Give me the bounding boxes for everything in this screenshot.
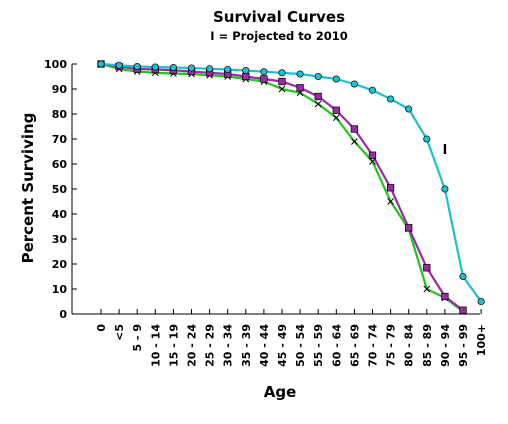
data-point-square — [386, 184, 395, 192]
data-point-circle — [387, 95, 395, 103]
x-tick-label: 0 — [95, 324, 108, 332]
x-tick-label: 85 - 89 — [421, 324, 434, 367]
plot-area: 0 10 20 30 40 50 60 70 80 90 100 0 <5 5 - 9 10 - 14 15 … — [44, 58, 488, 367]
y-tick-label: 40 — [52, 208, 68, 221]
x-tick-label: 5 - 9 — [131, 324, 144, 352]
data-point-x — [423, 285, 431, 293]
x-tick-label: 70 - 74 — [367, 324, 380, 367]
series-line-0 — [100, 62, 482, 303]
y-tick-label: 100 — [44, 58, 67, 71]
data-point-circle — [332, 75, 340, 83]
x-tick-label: 15 - 19 — [167, 324, 180, 367]
data-point-circle — [206, 65, 214, 73]
series-line-2 — [100, 62, 464, 313]
data-point-square — [260, 75, 268, 83]
data-point-circle — [405, 105, 413, 113]
y-tick-label: 70 — [52, 133, 68, 146]
data-point-x — [314, 100, 322, 108]
data-point-circle — [459, 272, 467, 281]
y-axis-label: Percent Surviving — [19, 113, 37, 264]
data-point-square — [350, 125, 359, 133]
chart-subtitle: I = Projected to 2010 — [210, 29, 347, 43]
data-point-circle — [350, 80, 358, 88]
data-point-circle — [423, 135, 431, 143]
x-axis-label: Age — [264, 383, 297, 401]
data-point-square — [405, 224, 413, 232]
x-tick-label: 100+ — [475, 324, 488, 356]
x-tick-label: 65 - 69 — [348, 324, 361, 367]
data-point-square — [296, 84, 304, 92]
data-point-x — [278, 85, 286, 93]
data-point-circle — [278, 69, 286, 77]
data-point-circle — [260, 68, 268, 76]
data-point-square — [242, 72, 250, 81]
data-point-x — [369, 158, 376, 165]
x-tick-label: 10 - 14 — [149, 324, 162, 367]
x-tick-label: 50 - 54 — [294, 324, 307, 367]
data-point-circle — [151, 63, 159, 71]
x-tick-label: 45 - 49 — [276, 324, 289, 367]
x-tick-label: 20 - 24 — [186, 324, 199, 367]
data-point-square — [441, 292, 449, 301]
x-tick-label: 95 - 99 — [457, 324, 470, 367]
x-tick-label: 60 - 64 — [330, 324, 343, 367]
y-tick-label: 30 — [52, 233, 68, 246]
y-tick-label: 90 — [52, 83, 68, 96]
data-point-circle — [368, 86, 377, 94]
data-point-circle — [224, 65, 232, 74]
data-point-x — [351, 138, 358, 145]
data-point-circle — [477, 297, 485, 306]
y-tick-label: 50 — [52, 183, 68, 196]
x-tick-label: <5 — [113, 324, 126, 341]
data-point-x — [387, 198, 394, 205]
chart-title: Survival Curves — [213, 8, 345, 26]
y-tick-label: 60 — [52, 158, 68, 171]
data-point-square — [332, 106, 340, 114]
x-tick-label: 90 - 94 — [439, 324, 452, 367]
data-point-circle — [314, 72, 322, 81]
data-point-circle — [133, 62, 141, 71]
data-point-circle — [169, 63, 177, 72]
x-tick-label: 30 - 34 — [222, 324, 235, 367]
x-tick-label: 75 - 79 — [385, 324, 398, 367]
y-tick-label: 10 — [52, 283, 68, 296]
data-point-circle — [441, 185, 449, 193]
y-tick-label: 20 — [52, 258, 68, 271]
x-tick-label: 55 - 59 — [312, 324, 325, 367]
data-point-circle — [115, 61, 123, 69]
data-point-circle — [296, 70, 304, 78]
data-point-square — [423, 264, 431, 272]
x-tick-label: 80 - 84 — [403, 324, 416, 367]
series-line-1 — [100, 62, 464, 312]
x-tick-label: 35 - 39 — [240, 324, 253, 367]
data-point-circle — [242, 66, 250, 75]
annotation-label: I — [442, 143, 447, 158]
data-point-square — [314, 92, 322, 101]
x-tick-label: 25 - 29 — [204, 324, 217, 367]
data-point-x — [332, 114, 340, 122]
y-tick-label: 0 — [59, 308, 67, 321]
y-tick-label: 80 — [52, 108, 68, 121]
data-point-circle — [97, 60, 105, 68]
data-point-square — [368, 151, 377, 159]
data-point-square — [278, 77, 286, 86]
data-point-square — [459, 306, 467, 314]
x-tick-label: 40 - 44 — [258, 324, 271, 367]
data-point-circle — [187, 64, 196, 72]
